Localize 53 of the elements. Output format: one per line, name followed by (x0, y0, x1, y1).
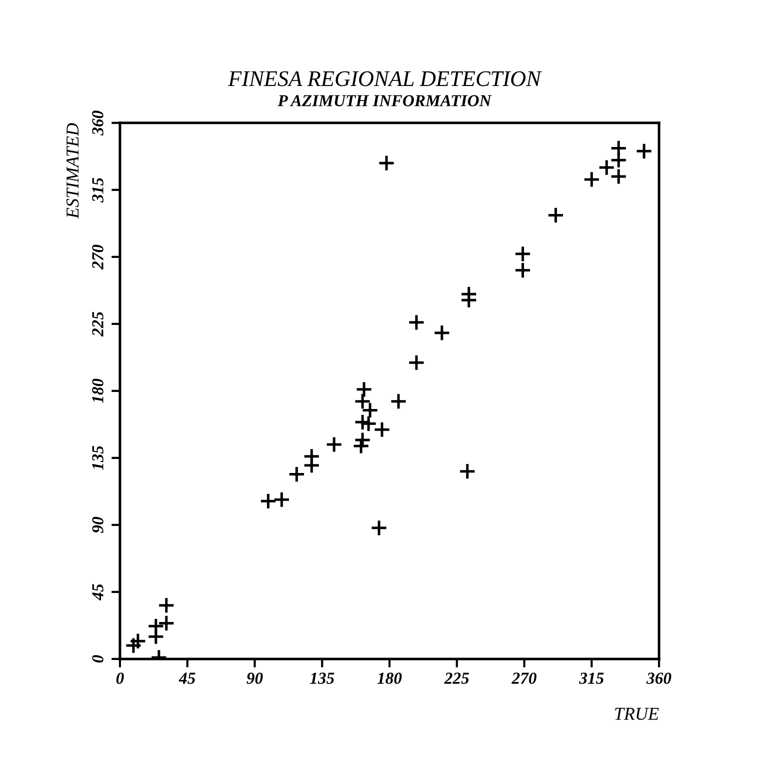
x-tick-label: 0 (116, 672, 124, 684)
point (610, 168, 628, 186)
point (598, 159, 616, 176)
x-tick-label: 270 (512, 672, 536, 684)
point (158, 596, 175, 614)
x-tick-label: 45 (178, 672, 196, 684)
point (514, 245, 532, 262)
x-tick-label: 225 (444, 672, 469, 684)
point (356, 380, 373, 398)
point (158, 614, 175, 632)
point (514, 262, 532, 279)
point (273, 491, 290, 508)
x-tick-label: 90 (246, 672, 263, 684)
x-tick-label: 180 (377, 672, 402, 684)
y-tick-label: 135 (92, 446, 104, 470)
chart-subtitle: P AZIMUTH INFORMATION (278, 95, 492, 106)
y-tick-label: 270 (92, 244, 104, 270)
point (390, 392, 408, 410)
y-tick-label: 45 (92, 584, 104, 601)
point (408, 354, 425, 372)
y-tick-label: 225 (92, 312, 104, 337)
point (354, 432, 372, 449)
point (352, 437, 370, 455)
y-tick-label: 360 (92, 110, 104, 136)
point (354, 392, 372, 410)
point (260, 492, 277, 510)
point (547, 206, 564, 224)
point (460, 292, 478, 309)
y-tick-label: 315 (92, 178, 104, 203)
point (373, 421, 391, 438)
point (433, 324, 450, 342)
point (610, 152, 628, 169)
point (378, 154, 396, 172)
point (370, 519, 388, 536)
point (326, 436, 343, 454)
point (408, 314, 425, 331)
chart-title: FINESA REGIONAL DETECTION (228, 71, 542, 86)
point (360, 415, 378, 432)
y-tick-label: 0 (92, 655, 104, 663)
point (458, 462, 476, 480)
x-tick-label: 315 (579, 672, 604, 684)
point (147, 618, 164, 635)
point (303, 456, 320, 474)
point (288, 466, 306, 483)
y-tick-label: 180 (92, 378, 104, 404)
x-tick-label: 360 (646, 672, 672, 684)
y-tick-label: 90 (92, 516, 104, 534)
point (636, 142, 653, 160)
y-axis-title: ESTIMATED (66, 123, 79, 219)
x-tick-label: 135 (310, 672, 334, 684)
point (583, 170, 600, 188)
x-axis-title: TRUE (615, 708, 659, 720)
point (362, 402, 379, 419)
